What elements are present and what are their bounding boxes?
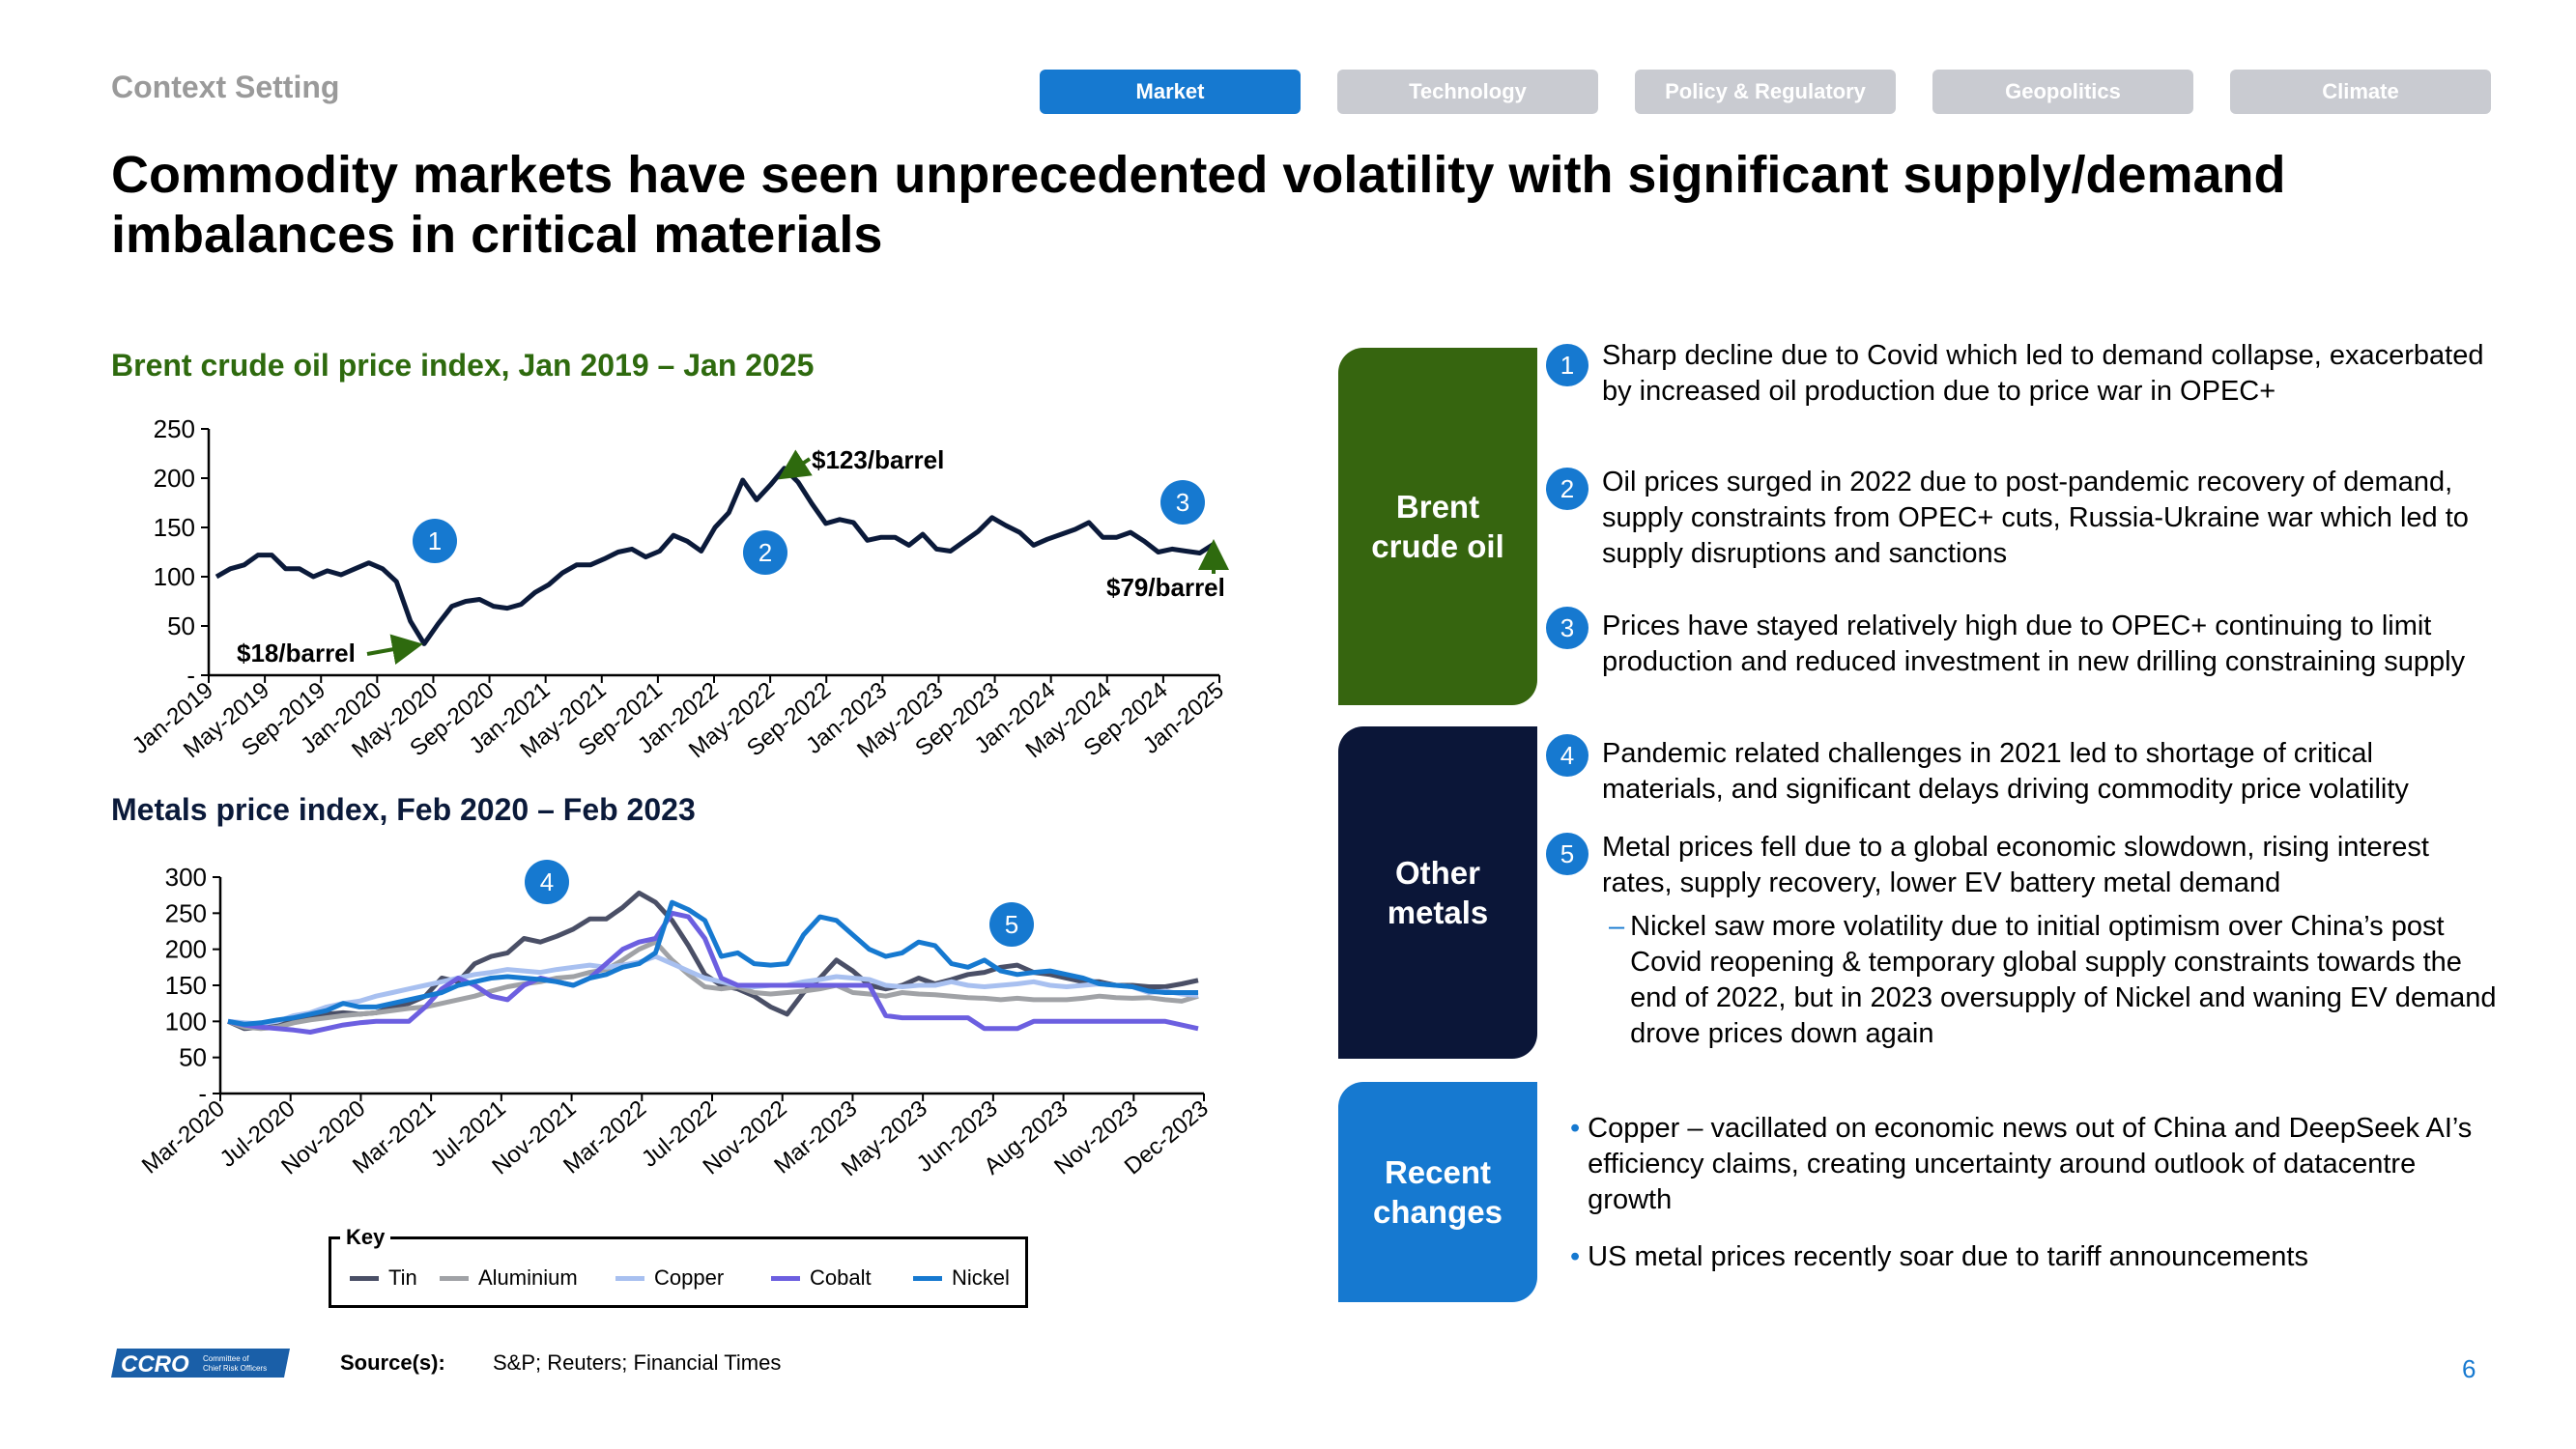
- tab-policy-regulatory[interactable]: Policy & Regulatory: [1635, 70, 1896, 114]
- brent-y-tick-label: 50: [167, 611, 195, 640]
- bullet-num-3: 3: [1546, 607, 1589, 649]
- bullet-3-text: Prices have stayed relatively high due t…: [1602, 611, 2466, 677]
- recent-bullet-2: • US metal prices recently soar due to t…: [1570, 1239, 2503, 1275]
- bullet-num-2: 2: [1546, 468, 1589, 510]
- legend-nickel: Nickel: [913, 1265, 1010, 1291]
- legend-tin-swatch: [350, 1275, 379, 1281]
- legend-copper-swatch: [615, 1275, 644, 1281]
- annotation-low-arrow: [366, 634, 423, 665]
- bullet-5-sub-dash: –: [1609, 911, 1625, 942]
- metals-y-tick-label: 200: [165, 935, 207, 964]
- metals-y-tick-label: 100: [165, 1007, 207, 1036]
- brent-y-tick-label: 250: [154, 414, 195, 443]
- bullet-2-text: Oil prices surged in 2022 due to post-pa…: [1602, 467, 2469, 569]
- metals-series-copper: [227, 953, 1199, 1027]
- marker-2: [743, 530, 787, 575]
- bullet-1-text: Sharp decline due to Covid which led to …: [1602, 340, 2484, 407]
- marker-4: [525, 860, 569, 904]
- bullet-num-4: 4: [1546, 734, 1589, 777]
- metals-y-tick-label: 300: [165, 863, 207, 892]
- legend-title: Key: [340, 1225, 391, 1250]
- charts-svg: -50100150200250Jan-2019May-2019Sep-2019J…: [128, 414, 1229, 1181]
- legend-cobalt: Cobalt: [771, 1265, 872, 1291]
- metals-series-aluminium: [227, 939, 1199, 1032]
- annotation-low: $18/barrel: [237, 639, 356, 668]
- metals-series-nickel: [227, 899, 1198, 1027]
- marker-4-label: 4: [540, 867, 554, 896]
- ccro-logo: CCRO Committee of Chief Risk Officers: [111, 1349, 290, 1378]
- panel-recent-label: Recent changes: [1373, 1154, 1503, 1230]
- brent-y-tick-label: 150: [154, 513, 195, 542]
- panel-brent-label: Brent crude oil: [1371, 489, 1504, 564]
- recent-bullet-1-dot: •: [1570, 1113, 1581, 1144]
- brent-y-tick-label: 100: [154, 562, 195, 591]
- legend-aluminium: Aluminium: [440, 1265, 578, 1291]
- panel-metals-label: Other metals: [1387, 855, 1489, 930]
- annotation-high-arrow: [778, 449, 813, 480]
- page-number: 6: [2462, 1354, 2476, 1383]
- legend-copper-label: Copper: [654, 1265, 725, 1290]
- recent-bullet-1-text: Copper – vacillated on economic news out…: [1588, 1113, 2473, 1215]
- recent-bullet-2-dot: •: [1570, 1241, 1581, 1272]
- brent-chart-title: Brent crude oil price index, Jan 2019 – …: [111, 348, 815, 383]
- legend-copper: Copper: [615, 1265, 724, 1291]
- legend-box: [329, 1236, 1028, 1308]
- panel-brent-crude-oil: Brent crude oil: [1338, 348, 1537, 705]
- context-label: Context Setting: [111, 70, 340, 104]
- legend-aluminium-swatch: [440, 1275, 469, 1281]
- legend-cobalt-swatch: [771, 1275, 800, 1281]
- annotation-high: $123/barrel: [812, 445, 944, 474]
- logo-subtext-2: Chief Risk Officers: [203, 1364, 267, 1373]
- source-label: Source(s):: [340, 1350, 445, 1375]
- bullet-5-text: Metal prices fell due to a global econom…: [1602, 832, 2429, 898]
- recent-bullet-2-text: US metal prices recently soar due to tar…: [1588, 1241, 2308, 1272]
- legend-tin: Tin: [350, 1265, 417, 1291]
- metals-chart-title: Metals price index, Feb 2020 – Feb 2023: [111, 792, 696, 827]
- metals-y-tick-label: 150: [165, 971, 207, 1000]
- bullet-num-1: 1: [1546, 344, 1589, 386]
- metals-series-cobalt: [227, 910, 1199, 1035]
- legend-nickel-label: Nickel: [952, 1265, 1010, 1290]
- marker-1-label: 1: [428, 526, 442, 555]
- brent-y-tick-label: 200: [154, 464, 195, 493]
- bullet-5-sub-text: Nickel saw more volatility due to initia…: [1630, 911, 2497, 1049]
- source-text: S&P; Reuters; Financial Times: [493, 1350, 782, 1375]
- bullet-5-sub: – Nickel saw more volatility due to init…: [1609, 909, 2507, 1052]
- metals-x-tick-label: Mar-2020: [137, 1095, 230, 1179]
- marker-5: [989, 902, 1034, 947]
- metals-y-tick-label: 50: [179, 1043, 207, 1072]
- legend-aluminium-label: Aluminium: [478, 1265, 578, 1290]
- tab-market[interactable]: Market: [1040, 70, 1301, 114]
- metals-chart: -50100150200250300Mar-2020Jul-2020Nov-20…: [137, 863, 1214, 1181]
- bullet-num-5: 5: [1546, 833, 1589, 875]
- brent-y-tick-label: -: [186, 661, 195, 690]
- panel-other-metals: Other metals: [1338, 726, 1537, 1059]
- marker-1: [413, 519, 457, 563]
- brent-series-main: [215, 466, 1216, 646]
- tab-geopolitics[interactable]: Geopolitics: [1932, 70, 2193, 114]
- page-title: Commodity markets have seen unprecedente…: [111, 146, 2286, 264]
- bullet-4-text: Pandemic related challenges in 2021 led …: [1602, 738, 2409, 805]
- logo-text: CCRO: [121, 1351, 189, 1378]
- metals-y-tick-label: -: [198, 1079, 207, 1108]
- marker-3: [1160, 480, 1205, 525]
- tab-technology[interactable]: Technology: [1337, 70, 1598, 114]
- marker-5-label: 5: [1005, 910, 1018, 939]
- legend-cobalt-label: Cobalt: [810, 1265, 872, 1290]
- logo-subtext: Committee of: [203, 1354, 249, 1363]
- recent-bullet-1: • Copper – vacillated on economic news o…: [1570, 1111, 2503, 1218]
- brent-chart: -50100150200250Jan-2019May-2019Sep-2019J…: [128, 414, 1229, 763]
- tab-climate[interactable]: Climate: [2230, 70, 2491, 114]
- marker-3-label: 3: [1176, 488, 1189, 517]
- marker-2-label: 2: [758, 538, 772, 567]
- panel-recent-changes: Recent changes: [1338, 1082, 1537, 1302]
- annotation-end: $79/barrel: [1106, 573, 1225, 602]
- metals-y-tick-label: 250: [165, 898, 207, 927]
- legend-nickel-swatch: [913, 1275, 942, 1281]
- legend-tin-label: Tin: [388, 1265, 417, 1290]
